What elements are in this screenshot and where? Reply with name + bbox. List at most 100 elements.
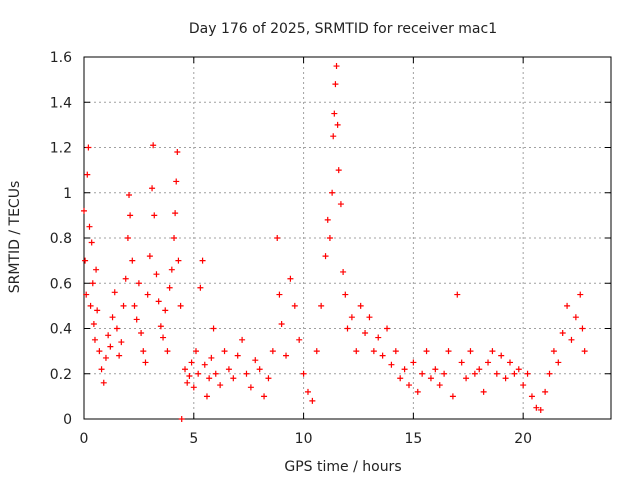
data-point [401,366,408,373]
data-point [458,359,465,366]
y-tick-label: 0.8 [50,231,72,247]
data-point [471,370,478,377]
data-point [247,384,254,391]
data-point [230,375,237,382]
data-point [357,302,364,309]
data-point [330,133,337,140]
data-point [252,357,259,364]
data-point [199,257,206,264]
data-point [210,325,217,332]
data-point [122,275,129,282]
data-point [550,348,557,355]
data-point [160,334,167,341]
data-point [155,298,162,305]
data-point [172,210,179,217]
data-point [388,361,395,368]
data-point [184,379,191,386]
data-point [296,336,303,343]
data-point [493,370,500,377]
data-point [178,416,185,422]
data-point [105,332,112,339]
data-point [533,404,540,411]
data-point [524,370,531,377]
data-point [118,339,125,346]
data-point [581,348,588,355]
data-point [564,302,571,309]
data-point [113,325,120,332]
x-tick-label: 20 [514,431,532,447]
data-point [269,348,276,355]
data-point [203,393,210,400]
data-point [109,314,116,321]
y-tick-label: 1.2 [50,141,72,157]
data-point [278,320,285,327]
data-point [485,359,492,366]
data-point [138,330,145,337]
data-point [261,393,268,400]
data-point [318,302,325,309]
data-point [212,370,219,377]
x-tick-label: 10 [295,431,313,447]
data-point [124,235,131,241]
data-point [445,348,452,355]
y-tick-label: 1 [63,186,72,202]
data-point [410,359,417,366]
data-point [463,375,470,382]
data-point [94,307,101,314]
data-point [506,359,513,366]
data-point [89,280,96,287]
data-point [173,178,180,185]
data-point [304,388,311,395]
data-point [127,212,134,219]
data-point [91,336,98,343]
data-point [81,207,87,214]
data-point [427,375,434,382]
data-point [162,307,169,314]
data-point [256,366,263,373]
data-point [151,212,158,219]
data-point [555,359,562,366]
data-point [572,314,579,321]
data-point [454,291,461,298]
y-tick-label: 0 [63,412,72,428]
data-point [559,330,566,337]
data-point [348,314,355,321]
data-point [85,144,92,151]
data-point [546,370,553,377]
data-point [174,149,181,156]
data-point [177,302,184,309]
data-point [100,379,107,386]
data-point [96,348,103,355]
data-point [144,291,151,298]
data-point [157,323,164,330]
data-point [467,348,474,355]
data-point [515,366,522,373]
x-axis-label: GPS time / hours [284,459,401,475]
data-point [111,289,118,296]
data-point [276,291,283,298]
data-point [537,406,544,413]
data-point [542,388,549,395]
data-point [498,352,505,359]
data-point [86,223,93,230]
data-point [511,370,518,377]
y-tick-label: 0.6 [50,276,72,292]
data-point [142,359,149,366]
data-point [362,330,369,337]
data-point [579,325,586,332]
data-point [405,382,412,389]
data-point [342,291,349,298]
data-point [423,348,430,355]
data-point [331,110,338,117]
data-point [480,388,487,395]
data-point [188,359,195,366]
data-point [82,257,89,264]
data-point [577,291,584,298]
data-point [449,393,456,400]
data-point [419,370,426,377]
data-point [90,320,97,327]
data-point [146,253,153,260]
data-point [334,121,341,128]
data-point [201,361,208,368]
